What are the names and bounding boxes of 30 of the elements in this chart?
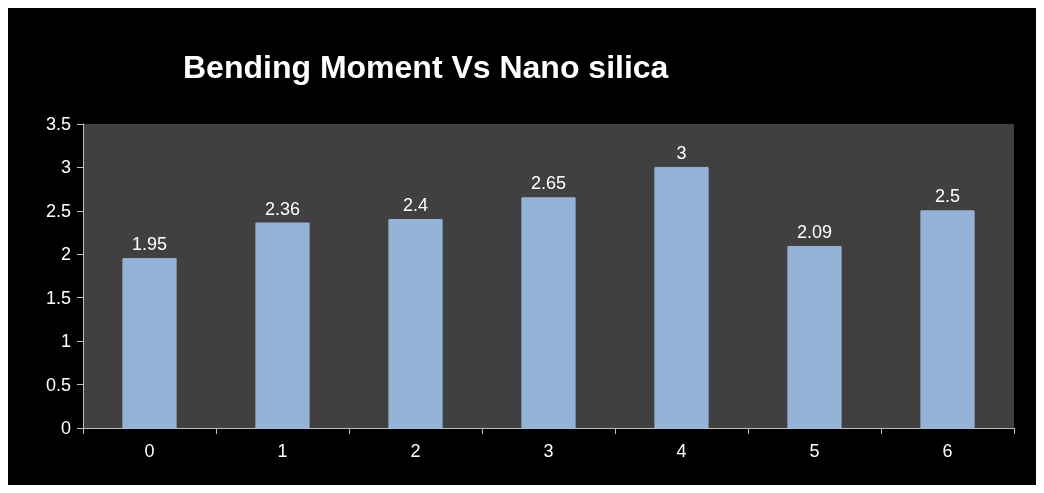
y-tick-label: 1 xyxy=(60,331,71,352)
y-tick-label: 3 xyxy=(60,157,71,178)
y-tick-label: 1.5 xyxy=(45,287,71,308)
data-label: 2.36 xyxy=(264,198,301,219)
x-tick-label: 4 xyxy=(676,441,687,461)
bar xyxy=(122,258,177,429)
chart-title: Bending Moment Vs Nano silica xyxy=(183,49,669,85)
x-tick-label: 0 xyxy=(144,441,155,461)
data-label: 2.09 xyxy=(796,221,833,242)
data-label: 2.65 xyxy=(530,173,567,194)
x-tick-label: 5 xyxy=(809,441,820,461)
x-tick-label: 2 xyxy=(410,441,421,461)
bar xyxy=(787,245,842,429)
data-label: 2.5 xyxy=(934,186,961,207)
y-tick-label: 0.5 xyxy=(45,374,71,395)
x-tick-label: 1 xyxy=(277,441,288,461)
x-tick-label: 6 xyxy=(942,441,953,461)
bar xyxy=(654,166,709,429)
y-tick-label: 2 xyxy=(60,244,71,265)
data-label: 3 xyxy=(676,142,687,163)
x-tick-label: 3 xyxy=(543,441,554,461)
data-label: 2.4 xyxy=(402,195,429,216)
bar xyxy=(255,222,310,429)
bar xyxy=(920,210,975,429)
y-tick-label: 0 xyxy=(60,418,71,438)
bar xyxy=(388,219,443,429)
y-tick-label: 3.5 xyxy=(45,114,71,134)
data-label: 1.95 xyxy=(131,234,168,255)
bar xyxy=(521,197,576,429)
y-tick-label: 2.5 xyxy=(45,200,71,221)
